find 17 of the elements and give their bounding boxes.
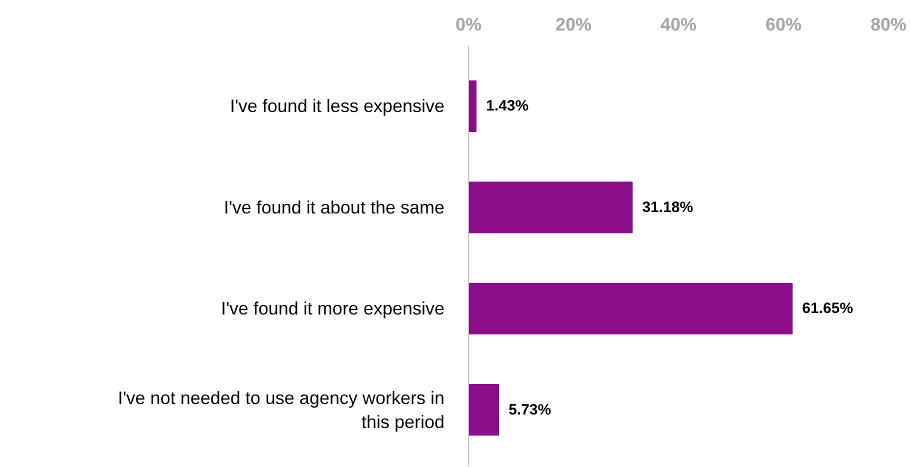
bar — [468, 182, 633, 234]
x-tick-label: 80% — [870, 14, 907, 34]
x-tick-label: 60% — [765, 14, 802, 34]
bar — [468, 80, 477, 132]
y-tick-label: I've found it more expensive — [220, 298, 445, 319]
x-tick-label: 40% — [660, 14, 697, 34]
data-label: 5.73% — [508, 401, 552, 418]
x-tick-label: 0% — [455, 14, 482, 34]
data-label: 1.43% — [486, 98, 529, 115]
data-label: 61.65% — [802, 300, 854, 318]
y-tick-label: I've not needed to use agency workers in this period — [118, 388, 445, 432]
data-label: 31.18% — [642, 198, 694, 216]
y-tick-label: I've found it about the same — [224, 197, 445, 218]
x-tick-label: 20% — [555, 14, 592, 34]
y-tick-label: I've found it less expensive — [230, 96, 445, 116]
bar — [468, 384, 500, 436]
bar — [468, 282, 793, 334]
